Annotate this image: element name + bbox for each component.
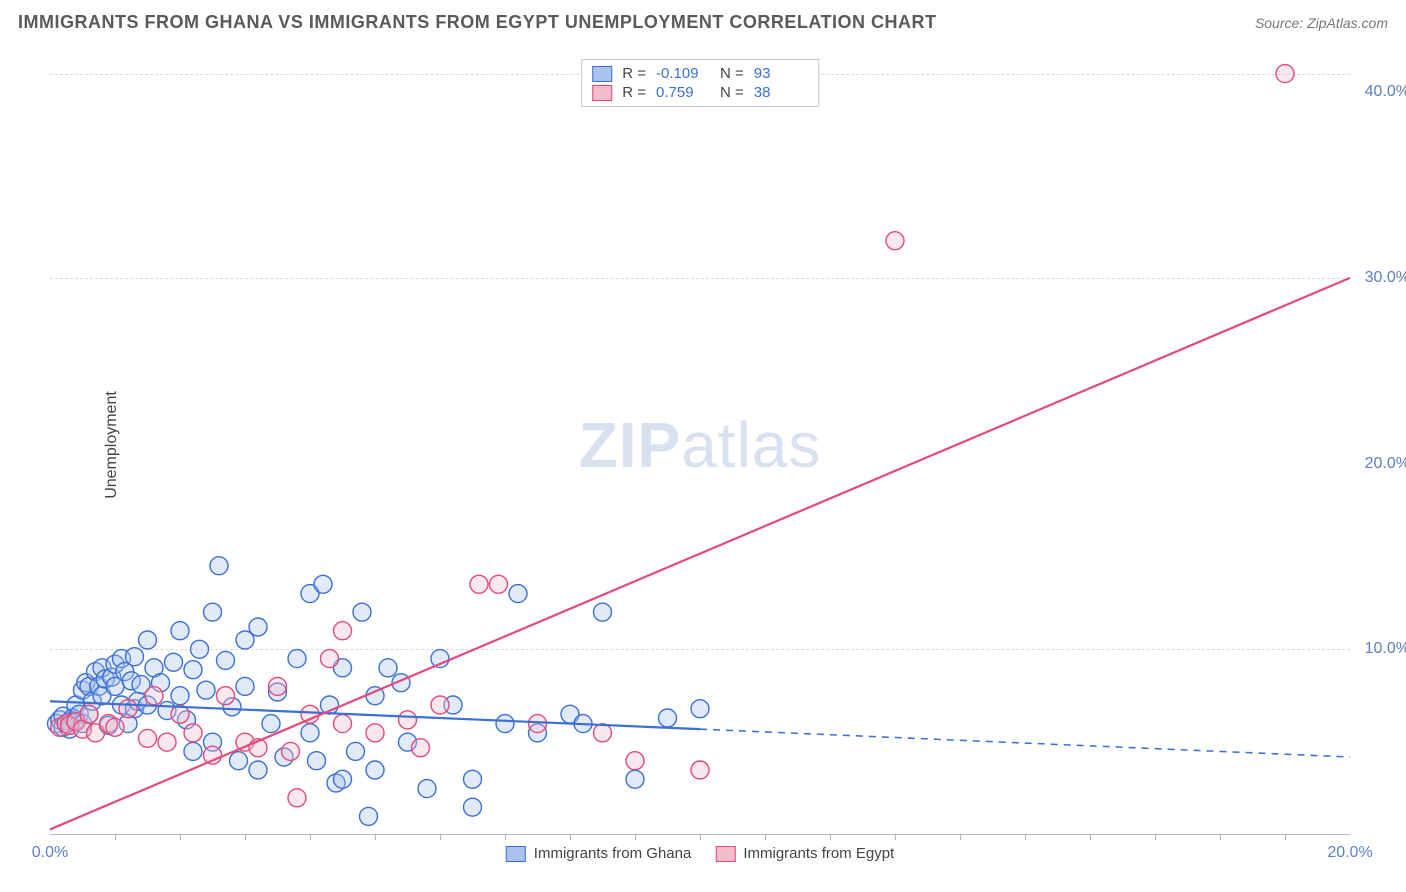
swatch-ghana [506, 846, 526, 862]
chart-source: Source: ZipAtlas.com [1255, 15, 1388, 31]
legend-item-egypt: Immigrants from Egypt [715, 845, 894, 862]
swatch-egypt [715, 846, 735, 862]
legend-label-egypt: Immigrants from Egypt [743, 845, 894, 862]
y-tick-label: 10.0% [1365, 640, 1406, 658]
x-tick-label: 0.0% [32, 844, 68, 862]
legend-item-ghana: Immigrants from Ghana [506, 845, 692, 862]
y-tick-label: 20.0% [1365, 455, 1406, 473]
chart-header: IMMIGRANTS FROM GHANA VS IMMIGRANTS FROM… [0, 0, 1406, 41]
y-tick-label: 40.0% [1365, 83, 1406, 101]
plot-area: Unemployment ZIPatlas 10.0%20.0%30.0%40.… [50, 55, 1350, 835]
y-tick-label: 30.0% [1365, 269, 1406, 287]
chart-svg [50, 55, 1350, 834]
legend-label-ghana: Immigrants from Ghana [534, 845, 692, 862]
legend-series: Immigrants from Ghana Immigrants from Eg… [506, 845, 894, 862]
chart-title: IMMIGRANTS FROM GHANA VS IMMIGRANTS FROM… [18, 12, 936, 33]
x-tick-label: 20.0% [1327, 844, 1372, 862]
